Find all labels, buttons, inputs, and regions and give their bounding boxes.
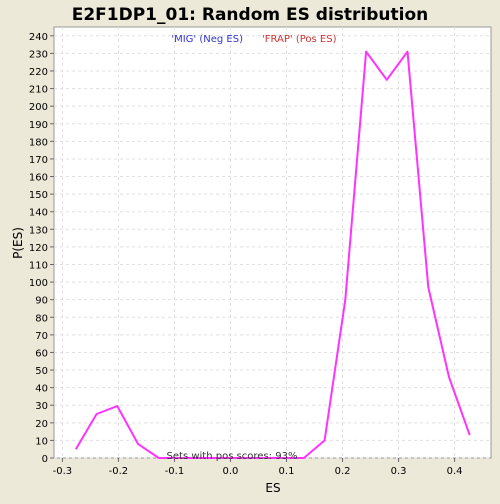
pos-es-label: 'FRAP' (Pos ES) [262,34,337,45]
y-tick-label: 70 [35,331,48,342]
x-tick-label: 0.4 [447,466,463,477]
y-tick-label: 240 [29,32,48,43]
y-tick-label: 160 [29,173,48,184]
y-tick-label: 170 [29,155,48,166]
y-tick-label: 200 [29,102,48,113]
y-tick-label: 50 [35,366,48,377]
y-tick-label: 30 [35,401,48,412]
x-tick-label: -0.1 [165,466,185,477]
y-tick-label: 130 [29,225,48,236]
plot-area [53,26,492,459]
y-tick-label: 120 [29,243,48,254]
x-tick-label: 0.0 [223,466,239,477]
grid-lines [54,27,491,459]
y-tick-label: 20 [35,419,48,430]
y-tick-label: 230 [29,49,48,60]
series-line [74,50,471,459]
y-tick-label: 40 [35,384,48,395]
axes: 0 10 20 30 40 50 60 70 80 90 100 110 120 130 140 150 160… [29,32,463,477]
y-tick-label: 210 [29,85,48,96]
y-tick-label: 190 [29,120,48,131]
x-tick-label: -0.3 [53,466,73,477]
y-tick-label: 60 [35,348,48,359]
y-tick-label: 90 [35,296,48,307]
y-tick-label: 110 [29,260,48,271]
y-tick-label: 0 [42,454,48,465]
x-tick-label: 0.1 [279,466,295,477]
x-tick-label: 0.2 [335,466,351,477]
y-axis-label: P(ES) [11,227,25,259]
neg-es-label: 'MIG' (Neg ES) [171,34,243,45]
x-tick-label: -0.2 [109,466,129,477]
x-axis-label: ES [265,481,280,495]
chart-title: E2F1DP1_01: Random ES distribution [72,5,429,25]
y-tick-label: 150 [29,190,48,201]
y-tick-label: 180 [29,137,48,148]
y-tick-label: 220 [29,67,48,78]
y-tick-label: 100 [29,278,48,289]
x-tick-label: 0.3 [391,466,407,477]
y-tick-label: 140 [29,208,48,219]
y-tick-label: 80 [35,313,48,324]
footer-annotation: Sets with pos scores: 93% [167,451,298,462]
series-layer [74,50,471,459]
y-tick-label: 10 [35,436,48,447]
